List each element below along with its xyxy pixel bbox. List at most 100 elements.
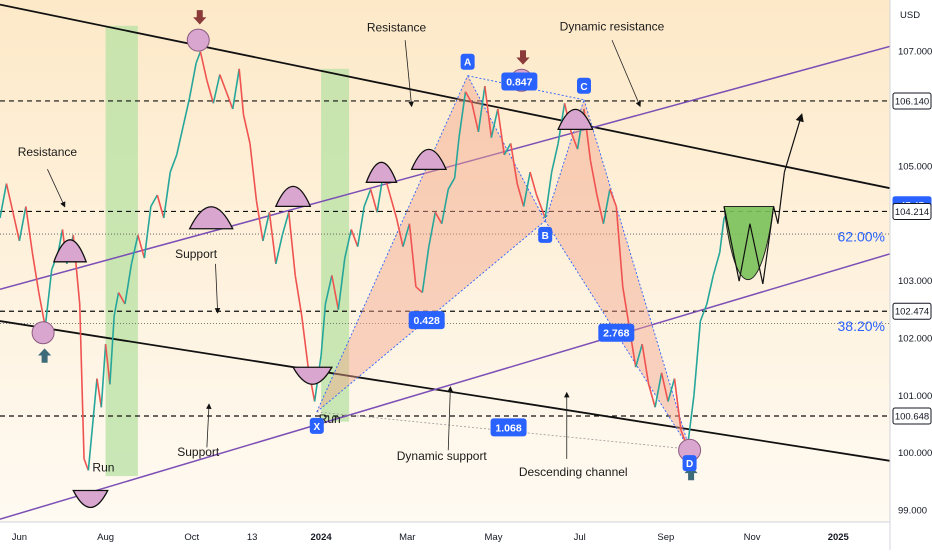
price-segment-109 [667, 378, 676, 402]
price-segment-39 [219, 74, 228, 93]
price-segment-90 [544, 171, 553, 219]
price-segment-35 [195, 51, 202, 64]
price-segment-101 [615, 206, 624, 287]
price-segment-33 [182, 97, 191, 127]
price-segment-88 [529, 171, 538, 196]
price-segment-18 [96, 378, 103, 408]
price-segment-94 [570, 131, 579, 150]
annotation-5: Support [177, 445, 220, 459]
price-segment-19 [100, 344, 107, 408]
pointer-resistance-left [47, 169, 66, 208]
price-segment-51 [294, 275, 303, 316]
point-badge-x [309, 417, 324, 434]
price-segment-61 [356, 206, 365, 247]
arc-hump-5 [410, 148, 448, 171]
price-segment-22 [113, 292, 120, 316]
price-segment-27 [143, 206, 152, 259]
price-segment-60 [350, 229, 359, 247]
price-segment-85 [509, 143, 518, 184]
price-segment-58 [337, 258, 346, 310]
price-tag-1 [892, 92, 932, 110]
price-segment-80 [477, 85, 486, 133]
price-segment-86 [516, 183, 525, 207]
arc-cup-2 [72, 489, 109, 509]
arc-cup-1 [291, 366, 333, 385]
price-segment-8 [44, 269, 53, 328]
price-segment-3 [12, 212, 21, 242]
price-segment-14 [78, 303, 85, 459]
price-tag-4 [892, 302, 932, 320]
price-segment-87 [522, 171, 531, 207]
price-segment-55 [320, 303, 327, 356]
pattern-xab-fill [316, 75, 546, 412]
price-segment-20 [104, 344, 111, 385]
price-segment-67 [395, 217, 404, 247]
price-segment-38 [212, 74, 221, 104]
annotation-1: Resistance [367, 21, 427, 35]
price-segment-16 [87, 424, 94, 471]
price-segment-66 [389, 194, 398, 219]
pattern-xd-line [316, 411, 690, 450]
price-segment-91 [550, 143, 559, 173]
price-segment-110 [673, 378, 682, 431]
price-segment-52 [300, 315, 309, 368]
price-segment-43 [242, 114, 251, 144]
ratio-badge-2 [501, 72, 538, 91]
price-segment-106 [647, 384, 656, 408]
price-segment-74 [440, 189, 450, 224]
dynamic-support-line [0, 253, 891, 520]
annotation-8: Run [319, 412, 341, 426]
price-segment-83 [497, 108, 506, 155]
price-segment-84 [503, 143, 512, 156]
resistance-channel-line [0, 3, 891, 190]
ratio-badge-3 [598, 323, 635, 342]
price-segment-114 [699, 303, 708, 322]
price-segment-104 [634, 343, 643, 368]
pointer-support-lower [206, 403, 212, 448]
pattern-bd-line [544, 220, 690, 450]
annotation-9: Run [92, 461, 114, 475]
price-segment-47 [268, 212, 277, 264]
price-segment-116 [712, 252, 721, 276]
pattern-bcd-fill [545, 99, 690, 450]
price-segment-57 [331, 275, 340, 310]
price-segment-49 [281, 212, 290, 236]
time-tick-4: 13 [247, 532, 258, 543]
ratio-label-4: 1.068 [495, 422, 521, 434]
annotation-6: Dynamic support [397, 449, 488, 463]
price-segment-68 [402, 223, 411, 247]
price-segment-97 [589, 160, 598, 196]
price-segment-15 [83, 458, 90, 471]
pattern-xa-line [316, 75, 469, 413]
marker-circle-1 [31, 321, 55, 345]
price-segment-36 [199, 51, 208, 81]
time-axis-background [0, 522, 890, 550]
point-label-b: B [542, 231, 549, 242]
price-segment-81 [484, 85, 493, 138]
pattern-ab-line [467, 75, 546, 222]
price-segment-10 [57, 229, 64, 253]
down-arrow-2 [516, 50, 530, 65]
annotation-3: Resistance [18, 145, 78, 159]
pointer-resistance [404, 40, 414, 108]
price-segment-41 [231, 68, 240, 110]
pointer-support [214, 263, 221, 314]
price-segment-75 [447, 177, 456, 190]
arc-hump-4 [365, 161, 398, 183]
price-tag-label-5: 100.648 [895, 411, 929, 422]
run-zone-1 [105, 25, 138, 477]
point-badge-d [682, 455, 697, 472]
pattern-cd-line [583, 99, 691, 450]
point-label-d: D [686, 459, 693, 470]
price-tick-7: 99.000 [898, 506, 927, 517]
price-segment-76 [453, 137, 460, 178]
price-segment-21 [109, 315, 116, 385]
price-segment-48 [275, 235, 284, 265]
price-segment-117 [718, 217, 725, 253]
time-tick-7: May [485, 532, 503, 543]
arc-hump-3 [274, 186, 312, 208]
price-segment-6 [31, 252, 40, 293]
price-axis-unit: USD [900, 10, 920, 21]
